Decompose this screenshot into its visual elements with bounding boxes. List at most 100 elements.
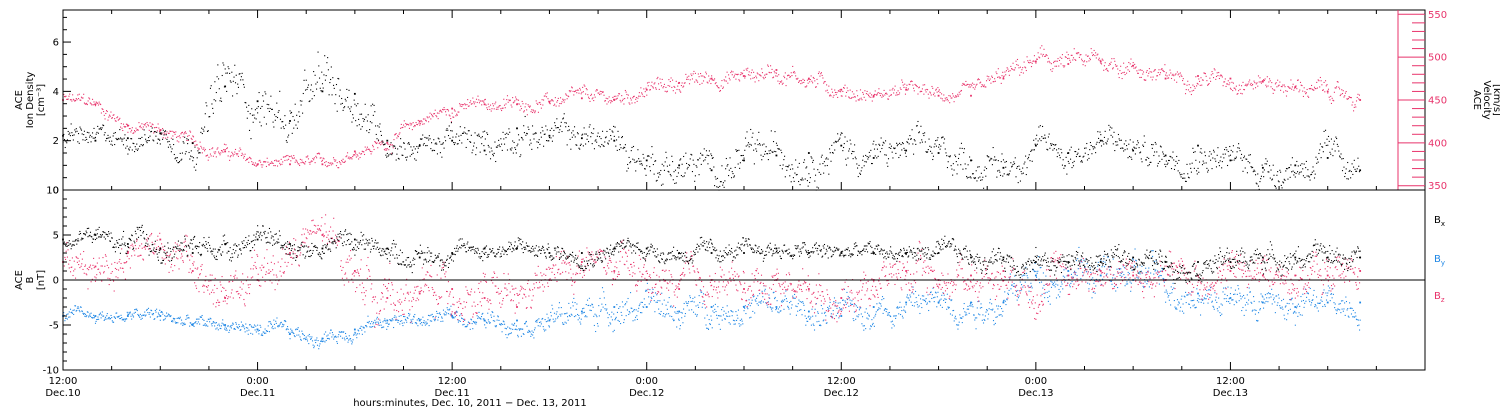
data-point xyxy=(1277,171,1279,173)
data-point xyxy=(567,319,569,321)
data-point xyxy=(965,168,967,170)
data-point xyxy=(131,127,133,129)
data-point xyxy=(1226,83,1229,85)
data-point xyxy=(202,128,204,130)
data-point xyxy=(938,144,940,146)
data-point xyxy=(1234,87,1236,89)
data-point xyxy=(519,328,521,330)
data-point xyxy=(301,330,303,332)
data-point xyxy=(261,166,263,168)
data-point xyxy=(515,98,517,100)
data-point xyxy=(960,164,962,166)
data-point xyxy=(265,93,267,95)
data-point xyxy=(1294,306,1297,308)
data-point xyxy=(1057,152,1059,154)
data-point xyxy=(850,302,852,304)
data-point xyxy=(121,317,123,319)
data-point xyxy=(153,318,155,320)
data-point xyxy=(669,315,671,317)
data-point xyxy=(1162,151,1164,153)
data-point xyxy=(604,100,607,102)
data-point xyxy=(431,320,433,322)
data-point xyxy=(357,103,359,105)
data-point xyxy=(1339,155,1341,157)
data-point xyxy=(662,183,664,185)
data-point xyxy=(768,71,770,73)
data-point xyxy=(223,86,226,88)
data-point xyxy=(899,142,901,144)
data-point xyxy=(590,132,593,134)
data-point xyxy=(527,331,529,333)
data-point xyxy=(1280,184,1282,187)
data-point xyxy=(1353,106,1355,108)
data-point xyxy=(969,156,971,158)
data-point xyxy=(106,315,108,317)
data-point xyxy=(813,168,815,170)
data-point xyxy=(1158,69,1160,71)
data-point xyxy=(501,107,503,109)
data-point xyxy=(966,83,968,85)
data-point xyxy=(483,145,485,147)
data-point xyxy=(1327,88,1330,90)
data-point xyxy=(335,336,337,338)
data-point xyxy=(481,143,483,145)
data-point xyxy=(236,154,238,156)
data-point xyxy=(1310,174,1312,176)
data-point xyxy=(619,144,621,146)
data-point xyxy=(69,132,71,134)
data-point xyxy=(672,318,674,320)
data-point xyxy=(534,327,536,329)
data-point xyxy=(1028,154,1030,156)
data-point xyxy=(868,94,870,97)
data-point xyxy=(1345,90,1347,93)
data-point xyxy=(326,166,328,168)
data-point xyxy=(185,315,188,317)
data-point xyxy=(732,319,734,321)
data-point xyxy=(262,164,264,166)
data-point xyxy=(671,155,673,157)
data-point xyxy=(1281,86,1283,88)
data-point xyxy=(381,326,383,328)
data-point xyxy=(532,331,534,333)
data-point xyxy=(391,152,394,154)
data-point xyxy=(1029,160,1031,162)
data-point xyxy=(789,168,792,170)
data-point xyxy=(295,328,297,330)
data-point xyxy=(180,159,182,161)
data-point xyxy=(204,150,206,152)
data-point xyxy=(451,316,453,319)
data-point xyxy=(1150,76,1152,78)
data-point xyxy=(540,107,542,109)
data-point xyxy=(145,123,147,125)
data-point xyxy=(112,135,114,137)
data-point xyxy=(162,319,165,321)
data-point xyxy=(267,325,269,327)
data-point xyxy=(281,121,283,123)
data-point xyxy=(1071,167,1073,169)
data-point xyxy=(1128,143,1130,145)
data-point xyxy=(1121,147,1123,149)
data-point xyxy=(330,162,332,164)
data-point xyxy=(838,90,840,92)
data-point xyxy=(714,78,716,80)
data-point xyxy=(613,98,615,100)
data-point xyxy=(1210,159,1212,161)
data-point xyxy=(531,125,534,127)
data-point xyxy=(821,154,823,156)
data-point xyxy=(299,158,301,160)
data-point xyxy=(388,323,390,325)
data-point xyxy=(388,323,390,325)
data-point xyxy=(470,319,473,321)
data-point xyxy=(341,102,343,104)
data-point xyxy=(785,85,787,87)
data-point xyxy=(761,72,764,74)
data-point xyxy=(1259,181,1261,183)
data-point xyxy=(314,74,316,76)
data-point xyxy=(408,315,410,317)
data-point xyxy=(1041,45,1043,47)
data-point xyxy=(63,93,65,96)
data-point xyxy=(359,156,361,159)
data-point xyxy=(263,331,265,333)
data-point xyxy=(694,72,696,74)
data-point xyxy=(872,306,875,308)
